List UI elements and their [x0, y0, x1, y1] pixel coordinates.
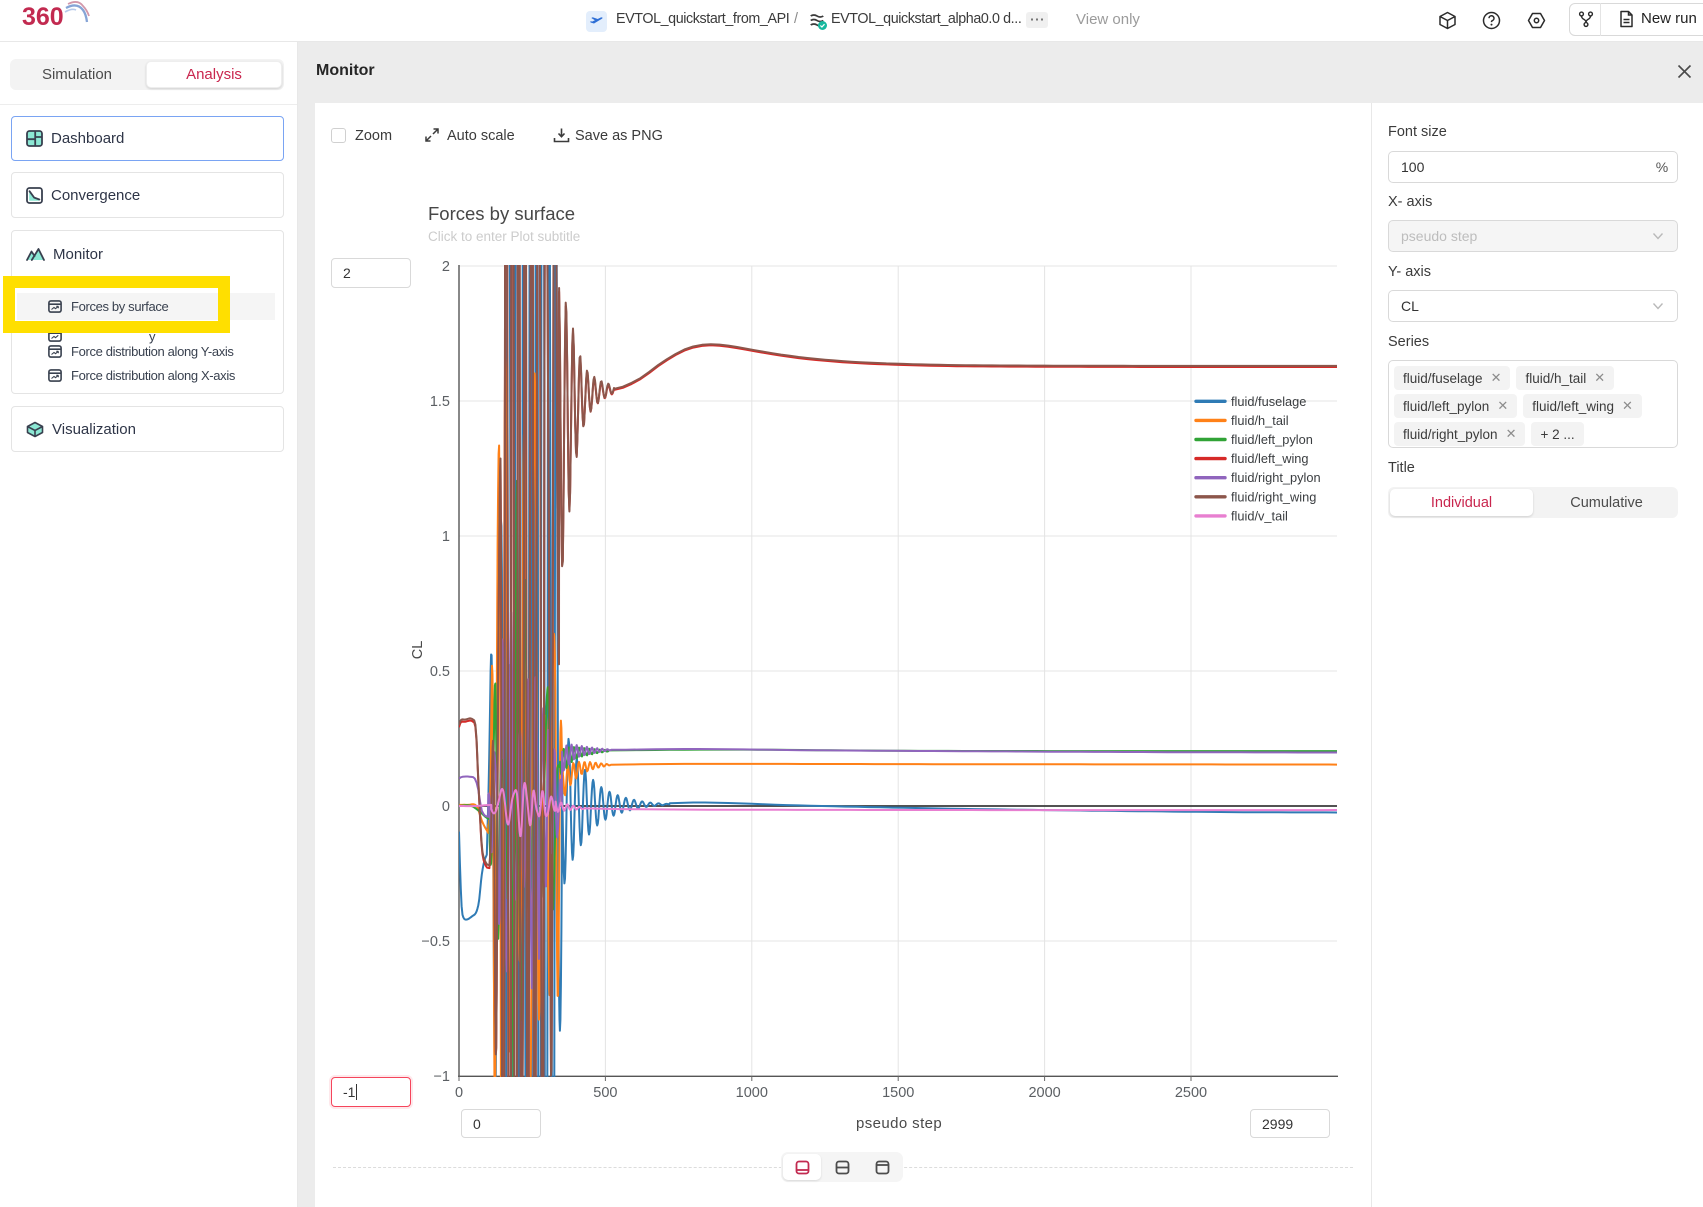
svg-text:fluid/left_pylon: fluid/left_pylon	[1231, 432, 1313, 447]
svg-text:0.5: 0.5	[430, 664, 450, 680]
svg-text:0: 0	[455, 1085, 463, 1101]
svg-text:fluid/left_wing: fluid/left_wing	[1231, 451, 1309, 466]
svg-text:−0.5: −0.5	[421, 934, 450, 950]
svg-text:fluid/right_pylon: fluid/right_pylon	[1231, 470, 1321, 485]
svg-text:0: 0	[442, 799, 450, 815]
svg-text:1000: 1000	[736, 1085, 768, 1101]
svg-text:CL: CL	[410, 641, 426, 660]
svg-text:2000: 2000	[1028, 1085, 1060, 1101]
svg-text:fluid/fuselage: fluid/fuselage	[1231, 394, 1306, 409]
svg-text:1500: 1500	[882, 1085, 914, 1101]
svg-text:1.5: 1.5	[430, 394, 450, 410]
svg-text:2: 2	[442, 259, 450, 275]
svg-text:−1: −1	[433, 1069, 450, 1085]
svg-text:2500: 2500	[1175, 1085, 1207, 1101]
svg-text:fluid/right_wing: fluid/right_wing	[1231, 489, 1316, 504]
svg-text:fluid/v_tail: fluid/v_tail	[1231, 508, 1288, 523]
svg-text:fluid/h_tail: fluid/h_tail	[1231, 413, 1289, 428]
svg-text:1: 1	[442, 529, 450, 545]
svg-text:500: 500	[593, 1085, 617, 1101]
